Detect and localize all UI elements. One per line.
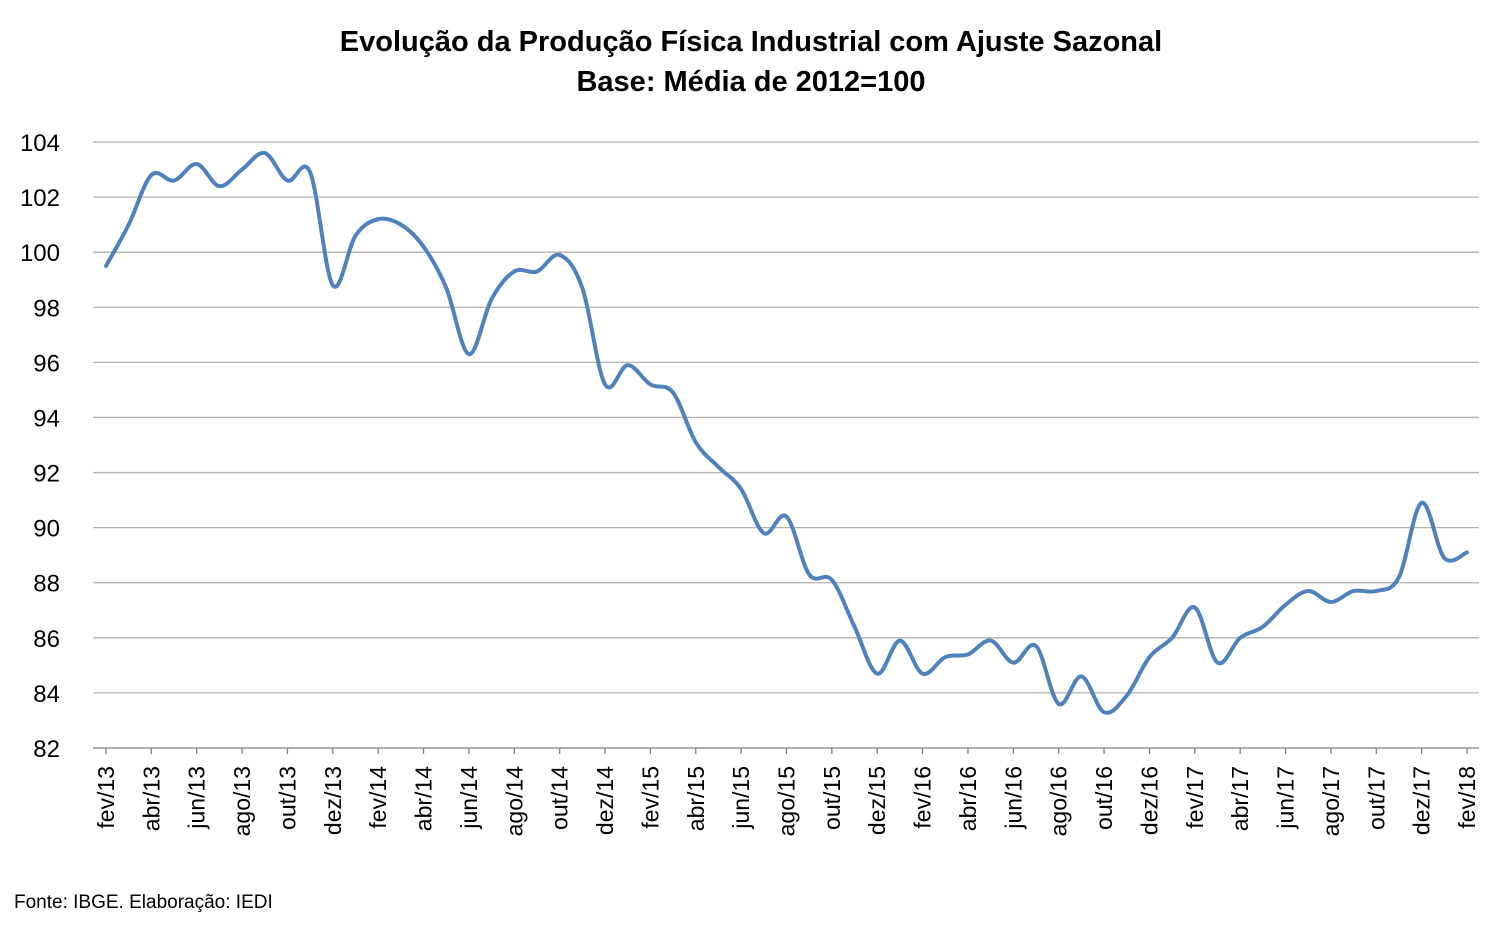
y-tick-label: 92 <box>33 461 60 488</box>
x-tick-label: dez/17 <box>1409 766 1435 835</box>
x-tick-label: ago/15 <box>774 766 800 836</box>
series-layer <box>104 150 1469 715</box>
x-tick-label: fev/18 <box>1454 766 1480 829</box>
series-line <box>104 150 1469 715</box>
x-tick-label: out/15 <box>819 766 845 830</box>
y-tick-label: 102 <box>20 185 60 212</box>
x-tick-label: fev/13 <box>93 766 119 829</box>
x-tick-label: jun/17 <box>1273 766 1299 830</box>
x-tick-label: ago/16 <box>1046 766 1072 836</box>
x-tick-label: fev/17 <box>1182 766 1208 829</box>
chart-title: Evolução da Produção Física Industrial c… <box>339 26 1163 58</box>
x-tick-label: ago/17 <box>1318 766 1344 836</box>
x-tick-label: abr/15 <box>683 766 709 831</box>
x-tick-label: out/13 <box>274 766 300 830</box>
y-tick-label: 100 <box>20 240 60 267</box>
x-tick-label: jun/13 <box>184 766 210 830</box>
x-tick-label: fev/15 <box>637 766 663 829</box>
chart-title-block: Evolução da Produção Física Industrial c… <box>0 22 1502 102</box>
x-tick-label: dez/14 <box>592 766 618 835</box>
x-axis-ticks: fev/13 abr/13 jun/13 ago/13 out/13 dez/13 fev/… <box>93 748 1480 836</box>
x-tick-label: abr/17 <box>1227 766 1253 831</box>
x-tick-label: out/17 <box>1363 766 1389 830</box>
x-tick-label: abr/16 <box>955 766 981 831</box>
x-tick-label: dez/15 <box>864 766 890 835</box>
source-note: Fonte: IBGE. Elaboração: IEDI <box>14 892 273 913</box>
y-tick-label: 96 <box>33 350 60 377</box>
x-tick-label: dez/13 <box>320 766 346 835</box>
y-tick-label: 90 <box>33 516 60 543</box>
gridlines <box>93 141 1479 749</box>
y-tick-label: 82 <box>33 736 60 763</box>
y-axis-ticks: 82 84 86 88 90 92 94 96 98 100 102 104 <box>20 130 60 763</box>
x-tick-label: jun/16 <box>1000 766 1026 830</box>
y-tick-label: 88 <box>33 571 60 598</box>
chart-subtitle: Base: Média de 2012=100 <box>576 66 926 98</box>
y-tick-label: 104 <box>20 130 60 157</box>
x-tick-label: jun/14 <box>456 766 482 830</box>
x-tick-label: fev/14 <box>365 766 391 829</box>
y-tick-label: 98 <box>33 295 60 322</box>
x-tick-label: jun/15 <box>728 766 754 830</box>
x-tick-label: out/16 <box>1091 766 1117 830</box>
x-tick-label: abr/13 <box>138 766 164 831</box>
y-tick-label: 84 <box>33 681 60 708</box>
x-tick-label: abr/14 <box>411 766 437 831</box>
y-tick-label: 94 <box>33 405 60 432</box>
x-tick-label: dez/16 <box>1136 766 1162 835</box>
y-tick-label: 86 <box>33 626 60 653</box>
x-tick-label: ago/14 <box>501 766 527 837</box>
x-tick-label: out/14 <box>547 766 573 830</box>
x-tick-label: ago/13 <box>229 766 255 836</box>
x-tick-label: fev/16 <box>910 766 936 829</box>
